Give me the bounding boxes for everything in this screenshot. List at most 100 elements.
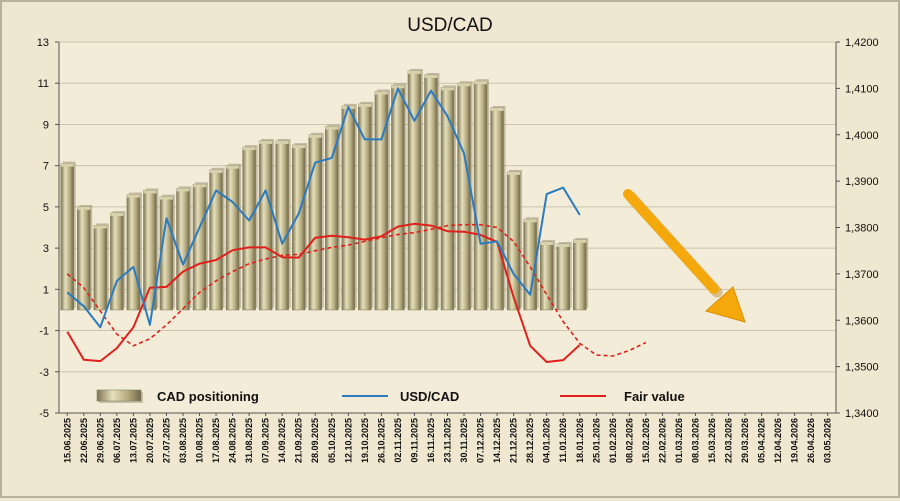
bar <box>556 243 570 311</box>
bar <box>457 82 471 311</box>
x-tick-label: 12.04.2026 <box>773 418 783 463</box>
bar-top <box>193 184 206 188</box>
x-tick-label: 23.11.2025 <box>443 418 453 463</box>
bar-top <box>126 194 140 198</box>
axes: 13 11 9 7 5 3 1 -1 -3 -5 1,4200 1,4100 1,4000 1,3900 1… <box>37 37 879 463</box>
bar-top <box>391 85 405 89</box>
bar-top <box>424 74 438 78</box>
chart-title: USD/CAD <box>407 15 493 36</box>
legend-label-fair-value: Fair value <box>624 389 685 404</box>
x-tick-label: 05.04.2026 <box>757 418 767 463</box>
x-tick-label: 15.03.2026 <box>707 418 717 463</box>
x-tick-label: 02.11.2025 <box>393 418 403 463</box>
bar-top <box>292 145 306 149</box>
x-tick-label: 01.03.2026 <box>674 418 684 463</box>
left-tick-label: -3 <box>39 367 49 379</box>
x-tick-label: 08.03.2026 <box>690 418 700 463</box>
x-tick-label: 28.12.2025 <box>525 418 535 463</box>
x-tick-label: 18.01.2026 <box>575 418 585 463</box>
bar <box>539 241 554 311</box>
left-tick-label: 9 <box>43 119 49 131</box>
bar-top <box>573 239 587 243</box>
right-tick-label: 1,3800 <box>845 223 879 235</box>
x-tick-label: 14.12.2025 <box>492 418 502 463</box>
right-tick-label: 1,3400 <box>845 408 879 420</box>
left-tick-label: 3 <box>43 243 49 255</box>
x-tick-label: 29.03.2026 <box>740 418 750 463</box>
right-tick-label: 1,3500 <box>845 362 879 374</box>
bar <box>440 87 455 311</box>
left-tick-label: 5 <box>43 202 49 214</box>
bar-top <box>474 81 488 85</box>
bar <box>258 140 273 311</box>
bar <box>242 146 256 311</box>
x-tick-label: 04.01.2026 <box>542 418 552 463</box>
x-tick-label: 19.10.2025 <box>360 418 370 463</box>
x-tick-label: 03.05.2026 <box>823 418 833 463</box>
x-tick-label: 05.10.2025 <box>327 418 337 463</box>
fair-value-line <box>66 222 581 363</box>
bar-top <box>176 188 190 192</box>
x-tick-label: 17.08.2025 <box>211 418 221 463</box>
bar <box>60 163 75 311</box>
fair-value-forecast-line <box>66 223 647 357</box>
x-tick-label: 26.10.2025 <box>376 418 386 463</box>
bar <box>93 225 108 311</box>
right-tick-label: 1,3900 <box>845 176 879 188</box>
bar-top <box>358 103 372 107</box>
x-tick-label: 15.06.2025 <box>62 418 72 463</box>
x-tick-label: 15.02.2026 <box>641 418 651 463</box>
x-tick-label: 01.02.2026 <box>608 418 618 463</box>
bar <box>506 171 521 311</box>
legend-label-usdcad: USD/CAD <box>400 389 459 404</box>
x-tick-label: 13.07.2025 <box>128 418 138 463</box>
bar-top <box>226 165 240 169</box>
bar-top <box>457 83 471 87</box>
bar-top <box>325 126 339 130</box>
x-tick-label: 07.09.2025 <box>261 418 271 463</box>
x-tick-label: 28.09.2025 <box>310 418 320 463</box>
x-tick-label: 27.07.2025 <box>161 418 171 463</box>
legend: CAD positioning USD/CAD Fair value <box>96 389 685 404</box>
x-tick-label: 07.12.2025 <box>476 418 486 463</box>
bar-series-cad-positioning <box>60 68 589 311</box>
legend-label-cad-positioning: CAD positioning <box>157 389 259 404</box>
bar <box>391 84 405 311</box>
bar-top <box>407 70 421 74</box>
bar-top <box>259 140 273 144</box>
bar-top <box>110 213 124 217</box>
left-tick-label: 13 <box>37 37 49 49</box>
bar-top <box>540 241 554 245</box>
bar-top <box>93 225 107 229</box>
x-tick-label: 22.03.2026 <box>724 418 734 463</box>
bar <box>126 194 141 311</box>
bar <box>473 80 488 311</box>
x-tick-label: 08.02.2026 <box>624 418 634 463</box>
x-tick-label: 22.06.2025 <box>79 418 89 463</box>
bar <box>192 183 207 311</box>
bar-top <box>490 107 504 111</box>
bar <box>225 165 240 311</box>
bar <box>291 144 306 311</box>
right-tick-label: 1,4200 <box>845 37 879 49</box>
x-tick-label: 20.07.2025 <box>145 418 155 463</box>
line-series <box>66 87 647 363</box>
left-tick-label: 11 <box>38 78 49 90</box>
bar <box>424 74 438 311</box>
bar-top <box>507 171 521 175</box>
right-tick-label: 1,3600 <box>845 315 879 327</box>
x-tick-label: 10.08.2025 <box>195 418 205 463</box>
bar-top <box>374 91 388 95</box>
bar <box>358 103 372 311</box>
bar-top <box>77 206 91 210</box>
right-tick-label: 1,4100 <box>845 83 879 95</box>
x-tick-label: 26.04.2026 <box>806 418 816 463</box>
x-tick-label: 31.08.2025 <box>244 418 254 463</box>
x-tick-label: 03.08.2025 <box>178 418 188 463</box>
x-tick-label: 16.11.2025 <box>426 418 436 463</box>
x-tick-label: 21.09.2025 <box>294 418 304 463</box>
bar-top <box>242 147 256 151</box>
x-tick-label: 25.01.2026 <box>591 418 601 463</box>
